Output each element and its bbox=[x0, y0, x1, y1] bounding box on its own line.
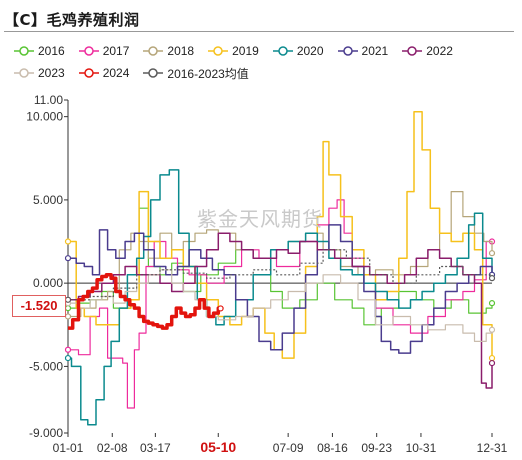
legend-item-3[interactable]: 2019 bbox=[208, 44, 259, 58]
series-line-2021 bbox=[68, 224, 493, 354]
series-point-2017 bbox=[64, 346, 72, 353]
legend-label: 2016-2023均值 bbox=[167, 66, 249, 81]
series-point-2016 bbox=[64, 305, 72, 312]
x-tick-label: 01-01 bbox=[53, 441, 84, 455]
legend-swatch-icon bbox=[337, 46, 358, 56]
series-point-2016 bbox=[488, 300, 496, 307]
legend-item-7[interactable]: 2023 bbox=[14, 66, 65, 80]
legend-label: 2016 bbox=[38, 44, 65, 58]
y-tick-label: 11.00 bbox=[34, 93, 63, 107]
series-point-2019 bbox=[64, 238, 72, 245]
series-line-2024 bbox=[68, 273, 223, 330]
x-tick-label: 12-31 bbox=[477, 441, 508, 455]
legend-swatch-icon bbox=[78, 46, 99, 56]
legend-swatch-icon bbox=[143, 46, 164, 56]
y-tick-label: 5.000 bbox=[33, 193, 63, 207]
series-point-2022 bbox=[488, 359, 496, 367]
legend-item-4[interactable]: 2020 bbox=[272, 44, 324, 58]
series-point-2016-2023均值 bbox=[64, 296, 72, 303]
x-tick-label: 03-17 bbox=[140, 441, 171, 455]
legend-row: 2016 2017 2018 2019 2020 2021 2022 bbox=[14, 40, 514, 62]
series-point-2023 bbox=[488, 326, 496, 333]
series-line-2022 bbox=[68, 232, 493, 389]
series-point-2024 bbox=[217, 305, 224, 312]
legend-row: 2023 2024 2016-2023均值 bbox=[14, 62, 514, 84]
legend-item-5[interactable]: 2021 bbox=[337, 44, 389, 58]
series-point-2019 bbox=[488, 354, 496, 362]
legend-label: 2022 bbox=[426, 44, 453, 58]
legend: 2016 2017 2018 2019 2020 2021 2022 2023 2024 2016… bbox=[14, 40, 514, 84]
legend-swatch-icon bbox=[208, 46, 229, 56]
y-tick-label: -5.000 bbox=[29, 359, 63, 373]
legend-swatch-icon bbox=[402, 46, 423, 56]
legend-swatch-icon bbox=[143, 68, 164, 78]
y-tick-label: 10.000 bbox=[26, 110, 63, 124]
series-point-2016-2023均值 bbox=[488, 275, 496, 282]
legend-label: 2018 bbox=[167, 44, 195, 58]
x-tick-label: 02-08 bbox=[97, 441, 128, 455]
series-line-2019 bbox=[68, 110, 493, 359]
y-tick-label: -9.000 bbox=[29, 426, 63, 440]
series-line-2016-2023均值 bbox=[68, 249, 493, 301]
x-tick-label-current: 05-10 bbox=[200, 439, 236, 455]
series-point-2020 bbox=[64, 354, 72, 362]
x-tick-label: 10-31 bbox=[406, 441, 437, 455]
legend-label: 2017 bbox=[102, 44, 130, 58]
legend-label: 2021 bbox=[361, 44, 389, 58]
watermark: 紫金天风期货 bbox=[197, 207, 323, 231]
x-tick-label: 07-09 bbox=[273, 441, 304, 455]
legend-item-1[interactable]: 2017 bbox=[78, 44, 130, 58]
legend-label: 2019 bbox=[232, 44, 259, 58]
legend-item-8[interactable]: 2024 bbox=[78, 66, 130, 80]
legend-item-0[interactable]: 2016 bbox=[14, 44, 65, 58]
legend-label: 2024 bbox=[102, 66, 130, 80]
x-tick-label: 09-23 bbox=[361, 441, 392, 455]
chart-title: 【C】毛鸡养殖利润 bbox=[4, 11, 140, 29]
legend-label: 2020 bbox=[296, 44, 324, 58]
legend-item-9[interactable]: 2016-2023均值 bbox=[143, 65, 249, 82]
series-line-2017 bbox=[68, 199, 492, 409]
legend-swatch-icon bbox=[14, 46, 34, 56]
legend-swatch-icon bbox=[14, 68, 34, 78]
legend-swatch-icon bbox=[78, 68, 99, 78]
x-tick-label: 08-16 bbox=[317, 441, 348, 455]
legend-swatch-icon bbox=[272, 46, 293, 56]
title-divider bbox=[4, 31, 514, 32]
series-point-2018 bbox=[488, 250, 496, 257]
legend-label: 2023 bbox=[38, 66, 65, 80]
series-point-2021 bbox=[64, 255, 72, 262]
legend-item-6[interactable]: 2022 bbox=[402, 44, 453, 58]
series-line-2023 bbox=[68, 269, 493, 342]
series-point-2018 bbox=[64, 313, 72, 320]
last-value-label: -1.520 bbox=[12, 295, 66, 317]
legend-item-2[interactable]: 2018 bbox=[143, 44, 194, 58]
y-tick-label: 0.000 bbox=[33, 276, 63, 290]
